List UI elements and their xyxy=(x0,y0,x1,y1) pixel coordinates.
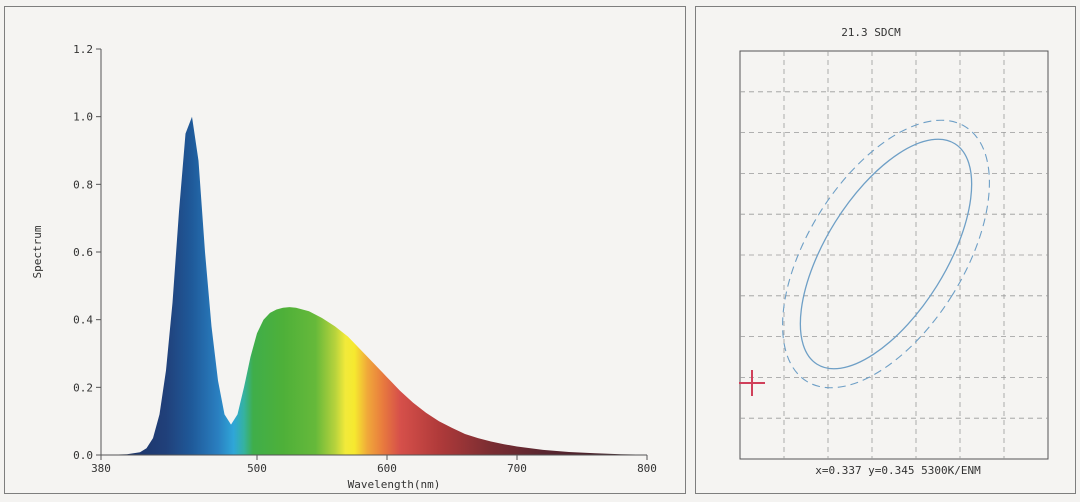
y-tick-label: 1.2 xyxy=(73,43,93,56)
x-axis-label: Wavelength(nm) xyxy=(348,478,441,491)
sdcm-chart-panel: 21.3 SDCM x=0.337 y=0.345 5300K/ENM xyxy=(695,6,1076,494)
sdcm-readout: x=0.337 y=0.345 5300K/ENM xyxy=(815,464,981,477)
spectrum-chart: 0.0 0.2 0.4 0.6 0.8 1.0 1.2 380 500 600 700 800 Wave… xyxy=(31,43,657,491)
sdcm-outer-ellipse xyxy=(782,119,990,389)
y-axis-label: Spectrum xyxy=(31,225,44,278)
y-tick-label: 1.0 xyxy=(73,111,93,124)
x-tick-label: 380 xyxy=(91,462,111,475)
sdcm-chart: 21.3 SDCM x=0.337 y=0.345 5300K/ENM xyxy=(739,26,1049,477)
y-tick-label: 0.2 xyxy=(73,381,93,394)
sdcm-title: 21.3 SDCM xyxy=(841,26,901,39)
x-tick-label: 800 xyxy=(637,462,657,475)
x-tick-label: 500 xyxy=(247,462,267,475)
y-tick-label: 0.6 xyxy=(73,246,93,259)
x-tick-label: 600 xyxy=(377,462,397,475)
spectrum-chart-panel: 0.0 0.2 0.4 0.6 0.8 1.0 1.2 380 500 600 700 800 Wave… xyxy=(4,6,686,494)
y-tick-label: 0.4 xyxy=(73,314,93,327)
y-tick-label: 0.0 xyxy=(73,449,93,462)
spectrum-area xyxy=(101,116,647,455)
y-tick-label: 0.8 xyxy=(73,178,93,191)
x-tick-label: 700 xyxy=(507,462,527,475)
sdcm-inner-ellipse xyxy=(799,138,973,370)
